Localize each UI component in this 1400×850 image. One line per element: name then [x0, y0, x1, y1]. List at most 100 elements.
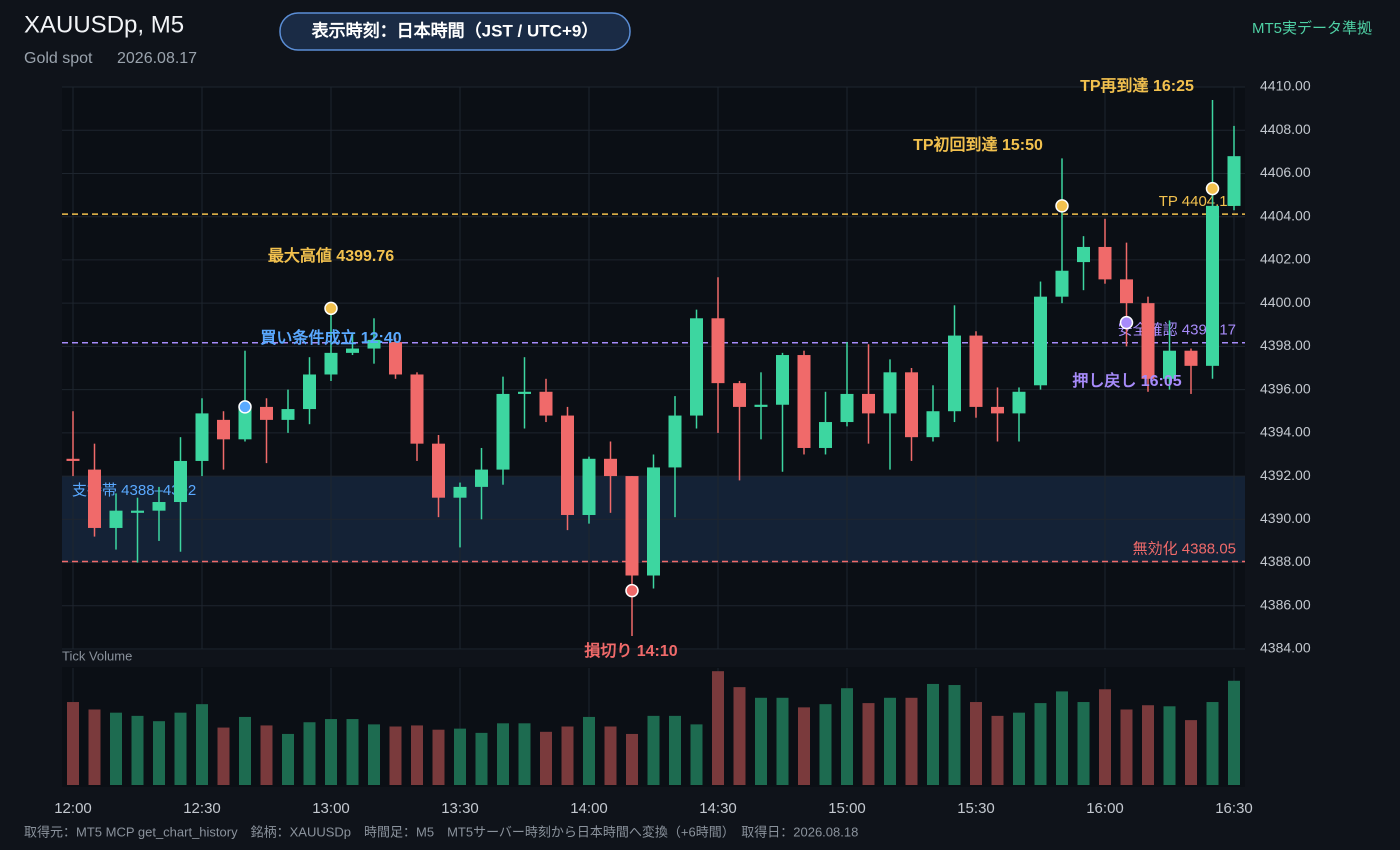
candle-body: [453, 486, 467, 498]
candle-body: [905, 372, 918, 438]
event-marker: [1205, 181, 1220, 196]
volume-bar: [389, 726, 402, 785]
candle-body: [862, 393, 875, 414]
candle-body: [518, 391, 531, 394]
volume-bar: [217, 727, 230, 785]
candle-body: [1120, 279, 1133, 304]
candle-body: [475, 469, 488, 487]
y-tick-label: 4394.00: [1260, 424, 1311, 440]
volume-bar: [282, 733, 294, 785]
volume-bar: [1034, 703, 1047, 785]
event-label: TP初回到達 15:50: [913, 135, 1043, 154]
volume-bar: [1013, 712, 1025, 785]
candle-body: [1141, 303, 1155, 379]
volume-bar: [1099, 689, 1111, 785]
candle-body: [281, 409, 295, 420]
candle-body: [324, 352, 338, 375]
x-tick-label: 12:00: [54, 800, 92, 817]
candle-body: [926, 411, 940, 438]
event-marker: [625, 583, 639, 598]
x-tick-label: 15:00: [828, 800, 866, 817]
volume-bar: [669, 715, 681, 785]
volume-bar: [690, 724, 703, 785]
candle-body: [625, 476, 639, 576]
volume-bar: [67, 702, 79, 785]
candle-body: [195, 413, 209, 461]
event-label: 最大高値 4399.76: [268, 246, 394, 265]
candle-body: [238, 404, 252, 440]
candle-body: [1163, 350, 1176, 379]
candle-body: [66, 458, 80, 461]
y-tick-label: 4392.00: [1260, 467, 1311, 483]
volume-bar: [862, 703, 875, 785]
volume-bar: [927, 683, 939, 785]
volume-bar: [153, 721, 165, 785]
y-tick-label: 4386.00: [1260, 596, 1311, 612]
candle-body: [346, 348, 359, 353]
y-tick-label: 4400.00: [1260, 294, 1311, 310]
volume-bar: [475, 732, 488, 785]
candle-body: [1077, 246, 1090, 263]
volume-bar: [819, 704, 832, 785]
candle-body: [303, 374, 316, 410]
source-tag: MT5実データ準拠: [1252, 19, 1372, 37]
volume-bar: [411, 725, 423, 785]
candle-body: [260, 406, 273, 420]
y-tick-label: 4384.00: [1260, 640, 1311, 656]
candle-body: [1206, 205, 1219, 366]
volume-bar: [1228, 680, 1240, 785]
candle-body: [367, 339, 381, 349]
candle-body: [496, 393, 510, 470]
candle-body: [88, 469, 101, 528]
event-label: 損切り 14:10: [584, 641, 677, 660]
x-tick-label: 13:30: [441, 800, 479, 817]
volume-bar: [583, 716, 595, 785]
candle-body: [991, 406, 1004, 414]
volume-bar: [88, 709, 101, 785]
event-label: 買い条件成立 12:40: [260, 328, 401, 347]
volume-bar: [905, 697, 918, 785]
volume-bar: [733, 687, 746, 785]
y-tick-label: 4406.00: [1260, 164, 1311, 180]
volume-bar: [174, 712, 187, 785]
volume-bar: [196, 704, 208, 785]
event-marker: [324, 301, 338, 316]
event-label: 押し戻し 16:05: [1072, 371, 1181, 390]
x-tick-label: 14:30: [699, 800, 737, 817]
volume-bar: [712, 671, 724, 785]
volume-bar: [626, 733, 638, 785]
candle-body: [883, 372, 897, 414]
x-tick-label: 14:00: [570, 800, 608, 817]
candle-body: [733, 383, 746, 407]
volume-bar: [970, 702, 982, 785]
volume-bar: [518, 723, 531, 785]
volume-bar: [841, 688, 853, 785]
y-tick-label: 4408.00: [1260, 121, 1311, 137]
candle-body: [539, 391, 553, 416]
candle-body: [1055, 270, 1069, 297]
volume-bar: [303, 722, 316, 785]
volume-bar: [1185, 720, 1197, 785]
volume-bar: [1056, 691, 1068, 785]
x-tick-label: 16:00: [1086, 800, 1124, 817]
candle-body: [1227, 156, 1241, 206]
volume-bar: [368, 724, 380, 785]
candle-body: [668, 415, 682, 468]
candle-body: [561, 415, 574, 515]
event-label: TP再到達 16:25: [1080, 76, 1194, 95]
level-label: 無効化 4388.05: [1133, 540, 1236, 557]
x-tick-label: 12:30: [183, 800, 221, 817]
candle-body: [1098, 246, 1112, 280]
candle-body: [797, 355, 811, 448]
event-marker: [238, 400, 252, 414]
candle-body: [174, 460, 187, 503]
x-tick-label: 13:00: [312, 800, 350, 817]
candle-body: [604, 458, 617, 477]
candle-body: [1012, 391, 1026, 414]
candle-body: [1034, 296, 1047, 386]
candle-body: [819, 422, 832, 448]
y-tick-label: 4402.00: [1260, 251, 1311, 267]
volume-bar: [239, 716, 251, 785]
subtitle: Gold spot: [24, 50, 93, 67]
